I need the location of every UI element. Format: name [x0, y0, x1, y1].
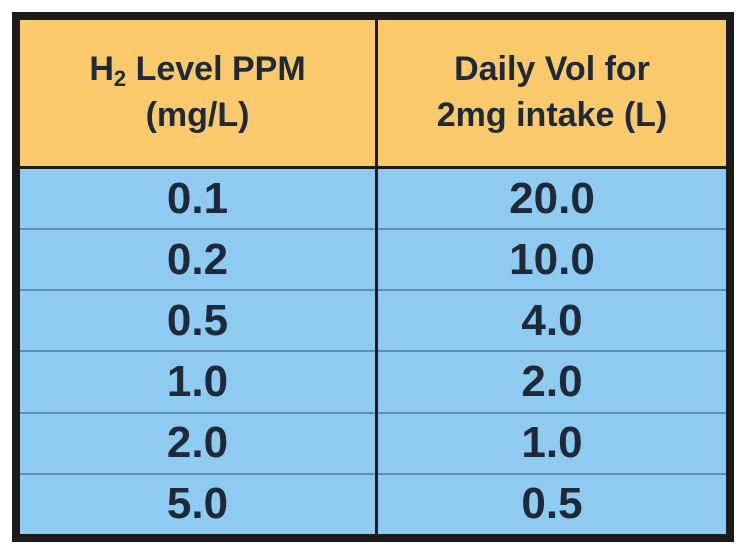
- table-row: 0.2 10.0: [17, 228, 729, 292]
- h2-intake-table: H2 Level PPM (mg/L) Daily Vol for 2mg in…: [17, 17, 729, 537]
- cell-volume: 0.5: [375, 472, 729, 537]
- cell-volume: 1.0: [375, 411, 729, 475]
- header-h2-level-line2: (mg/L): [145, 96, 250, 135]
- cell-volume: 4.0: [375, 289, 729, 353]
- cell-ppm: 2.0: [17, 411, 378, 475]
- cell-ppm: 0.5: [17, 289, 378, 353]
- cell-ppm: 5.0: [17, 472, 378, 537]
- header-daily-vol-line2: 2mg intake (L): [436, 96, 668, 134]
- table-frame: H2 Level PPM (mg/L) Daily Vol for 2mg in…: [12, 12, 734, 542]
- cell-ppm: 1.0: [17, 350, 378, 414]
- header-h2-level-line1: H2 Level PPM: [89, 49, 306, 91]
- header-row: H2 Level PPM (mg/L) Daily Vol for 2mg in…: [17, 17, 729, 169]
- header-daily-vol-line1: Daily Vol for: [454, 50, 650, 89]
- table-row: 0.5 4.0: [17, 289, 729, 353]
- cell-volume: 10.0: [375, 228, 729, 292]
- cell-ppm: 0.1: [17, 166, 378, 231]
- header-daily-vol: Daily Vol for 2mg intake (L): [375, 17, 729, 169]
- table-row: 5.0 0.5: [17, 472, 729, 537]
- table-row: 0.1 20.0: [17, 166, 729, 231]
- cell-volume: 2.0: [375, 350, 729, 414]
- cell-volume: 20.0: [375, 166, 729, 231]
- header-h2-level: H2 Level PPM (mg/L): [17, 17, 378, 169]
- table-row: 2.0 1.0: [17, 411, 729, 475]
- cell-ppm: 0.2: [17, 228, 378, 292]
- table-row: 1.0 2.0: [17, 350, 729, 414]
